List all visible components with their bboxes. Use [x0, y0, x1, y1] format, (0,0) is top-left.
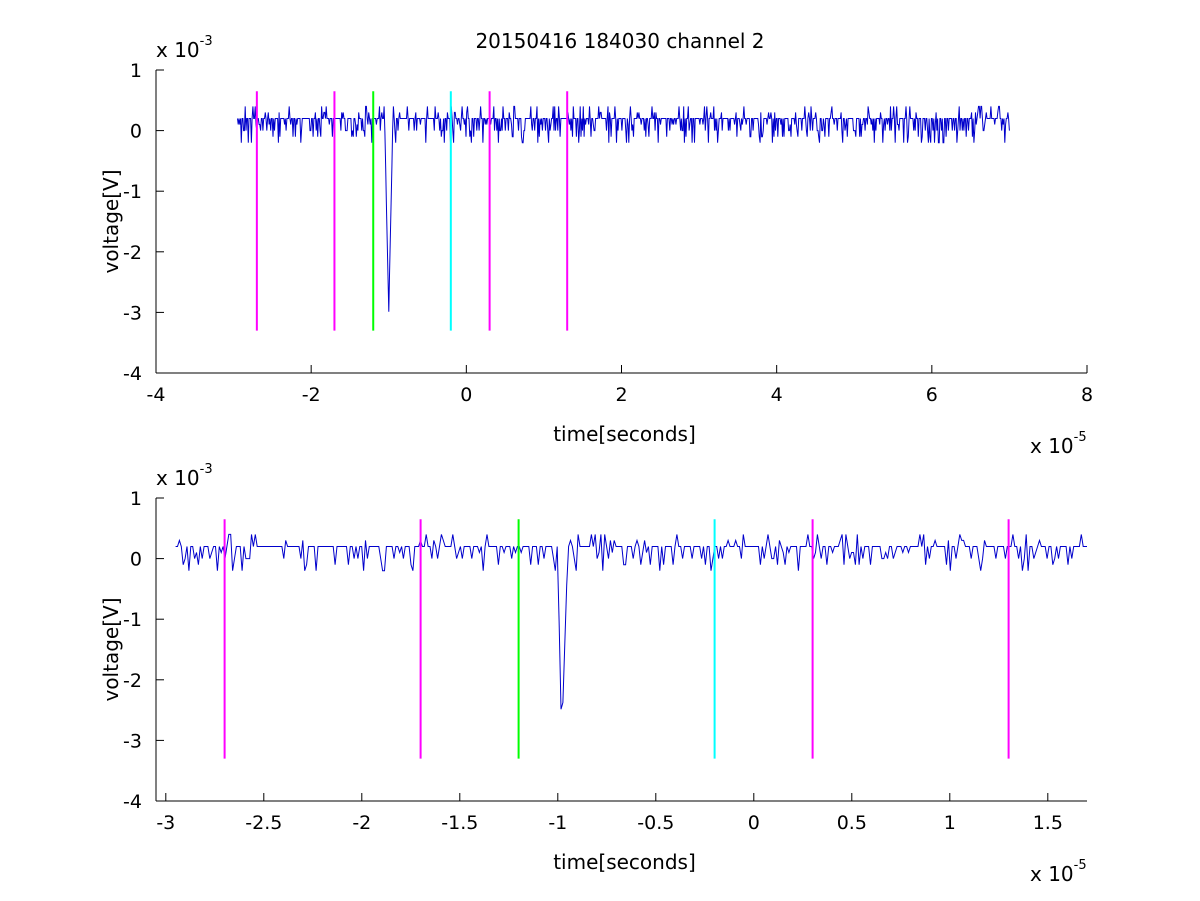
- y-exponent: -3: [200, 34, 213, 49]
- x-multiplier: x 10: [1030, 862, 1074, 886]
- y-tick-label: -2: [123, 242, 142, 264]
- x-tick-label: -0.5: [637, 812, 674, 834]
- x-tick-label: -2: [302, 384, 321, 406]
- x-tick-label: 8: [1081, 384, 1093, 406]
- x-tick-label: 0.5: [837, 812, 867, 834]
- x-tick-label: 4: [771, 384, 783, 406]
- y-tick-label: 0: [130, 549, 142, 571]
- x-tick-label: 0: [460, 384, 472, 406]
- x-tick-label: 0: [748, 812, 760, 834]
- x-axis-label: time[seconds]: [553, 850, 696, 874]
- bottom-plot: -3 -2.5 -2 -1.5 -1 -0.5 0 0.5 1 1.5 1 0 -1 -2 -3 -4 time…: [99, 462, 1087, 886]
- y-multiplier: x 10: [156, 466, 200, 490]
- y-tick-label: -4: [123, 363, 142, 385]
- y-tick-label: 1: [130, 60, 142, 82]
- y-multiplier: x 10: [156, 38, 200, 62]
- x-axis-label: time[seconds]: [553, 422, 696, 446]
- y-tick-label: 0: [130, 121, 142, 143]
- x-tick-label: -1.5: [441, 812, 478, 834]
- signal-trace: [237, 105, 1010, 312]
- x-tick-label: -3: [156, 812, 175, 834]
- x-tick-label: 6: [926, 384, 938, 406]
- y-tick-label: -4: [123, 791, 142, 813]
- signal-trace: [175, 533, 1087, 710]
- y-tick-label: 1: [130, 488, 142, 510]
- top-plot: -4 -2 0 2 4 6 810-1-2-3-4time[seconds]voltage[…: [99, 34, 1093, 458]
- y-tick-label: -2: [123, 670, 142, 692]
- x-tick-label: 1.5: [1033, 812, 1063, 834]
- x-tick-label: -4: [147, 384, 166, 406]
- x-tick-label: -2: [352, 812, 371, 834]
- x-exponent-label: x 10-5: [1030, 858, 1087, 886]
- x-exponent-label: x 10-5: [1030, 430, 1087, 458]
- x-tick-label: -2.5: [245, 812, 282, 834]
- x-exponent: -5: [1074, 858, 1087, 873]
- y-exponent-label: x 10-3: [156, 34, 213, 62]
- x-multiplier: x 10: [1030, 434, 1074, 458]
- x-tick-label: 2: [615, 384, 627, 406]
- x-exponent: -5: [1074, 430, 1087, 445]
- y-axis-label: voltage[V]: [99, 169, 123, 273]
- x-tick-label: -1: [548, 812, 567, 834]
- y-exponent: -3: [200, 462, 213, 477]
- y-tick-label: -3: [123, 302, 142, 324]
- y-tick-label: -3: [123, 730, 142, 752]
- y-tick-label: -1: [123, 181, 142, 203]
- y-tick-label: -1: [123, 609, 142, 631]
- y-axis-label: voltage[V]: [99, 597, 123, 701]
- figure-title: 20150416 184030 channel 2: [475, 29, 764, 53]
- x-tick-label: 1: [944, 812, 956, 834]
- y-exponent-label: x 10-3: [156, 462, 213, 490]
